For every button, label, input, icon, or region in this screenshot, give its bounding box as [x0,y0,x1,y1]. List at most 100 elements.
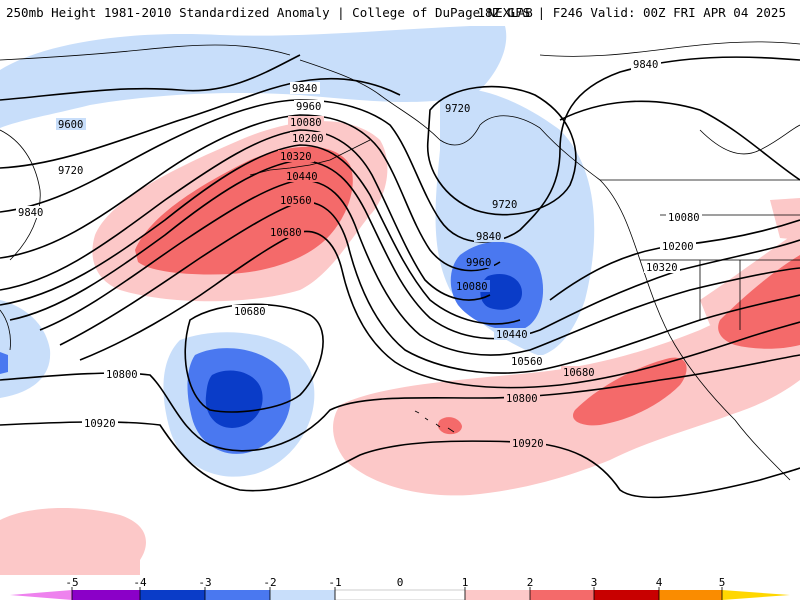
neg2-anomaly-west [0,352,8,374]
svg-text:10320: 10320 [646,262,678,274]
colorbar-tick-label: 4 [656,576,663,589]
hawaii-islands [414,410,455,433]
contour-label: 10680 [268,226,304,239]
contour-label: 9960 [464,256,494,269]
model-run-info: 18Z GFS | F246 Valid: 00Z FRI APR 04 202… [477,5,786,20]
kamchatka-coast [0,129,41,261]
colorbar-tick-label: 3 [591,576,598,589]
contour-label: 9840 [16,206,46,219]
svg-text:9960: 9960 [466,257,491,269]
svg-text:10080: 10080 [668,212,700,224]
contour-label: 10320 [278,150,314,163]
map-title: 250mb Height 1981-2010 Standardized Anom… [6,5,533,20]
coastlines [0,41,800,481]
svg-text:10560: 10560 [280,195,312,207]
pos2-anomaly-subtropical [572,357,687,426]
contour-9720-low [426,85,577,216]
anomaly-colorbar: -5 -4 -3 -2 -1 0 1 2 3 4 5 [0,575,800,601]
svg-text:9840: 9840 [292,83,317,95]
colorbar-segment-plus1 [465,590,530,600]
colorbar-segment-plus3 [594,590,659,600]
contour-label: 10200 [290,132,326,145]
contour-10920 [0,421,800,499]
na-west-coast [539,127,791,481]
contour-label: 10080 [666,211,702,224]
svg-text:10800: 10800 [506,393,538,405]
colorbar-tick-label: -1 [328,576,341,589]
aleutian-chain [249,139,371,176]
colorbar-tick-label: 1 [462,576,469,589]
colorbar-segment-minus4 [72,590,140,600]
contour-label: 9720 [490,198,520,211]
contour-label: 10920 [82,417,118,430]
contour-label: 10680 [561,366,597,379]
svg-text:10920: 10920 [512,438,544,450]
contour-labels: 9600 9720 9840 9840 9960 10080 [16,58,702,450]
hudson-coast [699,124,800,155]
anomaly-map: 9600 9720 9840 9840 9960 10080 [0,26,800,575]
colorbar-segment-plus2 [530,590,594,600]
colorbar-segment-minus1 [270,590,335,600]
siberia-coast [0,44,291,61]
svg-text:9840: 9840 [633,59,658,71]
contour-label: 10920 [510,437,546,450]
pos-anomaly-area-ne [770,198,800,240]
contour-label: 10440 [494,328,530,341]
neg3-anomaly-central [205,370,263,428]
colorbar-segment-minus3 [140,590,205,600]
contour-label: 10440 [284,170,320,183]
svg-text:9600: 9600 [58,119,83,131]
svg-text:9720: 9720 [492,199,517,211]
colorbar-tick-label: 5 [719,576,726,589]
svg-text:10440: 10440 [496,329,528,341]
colorbar-ticks: -5 -4 -3 -2 -1 0 1 2 3 4 5 [65,576,725,589]
contour-label: 10800 [104,368,140,381]
colorbar-tick-label: 2 [527,576,534,589]
colorbar-segment-minus5 [10,590,72,600]
svg-text:9960: 9960 [296,101,321,113]
contour-10080 [0,100,800,301]
colorbar-tick-label: -5 [65,576,78,589]
colorbar-tick-label: 0 [397,576,404,589]
pos-anomaly-area-south [0,508,146,575]
neg3-anomaly-gulf [480,273,522,310]
contour-10440 [39,179,800,356]
svg-text:10680: 10680 [563,367,595,379]
neg-anomaly-area-west [0,300,51,398]
colorbar-tick-label: -4 [133,576,147,589]
header-bar: 250mb Height 1981-2010 Standardized Anom… [0,0,800,26]
svg-text:10560: 10560 [511,356,543,368]
contour-label: 10680 [232,305,268,318]
contour-label: 10200 [660,240,696,253]
contour-10680 [79,230,800,389]
svg-text:10080: 10080 [290,117,322,129]
contour-label: 9720 [443,102,473,115]
svg-text:10320: 10320 [280,151,312,163]
pos2-anomaly-hawaii [437,417,462,435]
height-contours [0,54,800,499]
contour-10320 [9,159,800,340]
contour-label: 9840 [474,230,504,243]
svg-text:10680: 10680 [234,306,266,318]
contour-label: 10560 [509,355,545,368]
svg-text:10920: 10920 [84,418,116,430]
svg-text:10800: 10800 [106,369,138,381]
svg-text:9840: 9840 [476,231,501,243]
contour-label: 9840 [631,58,661,71]
contour-9840 [0,56,800,243]
contour-label: 9720 [56,164,86,177]
japan-coast [0,309,11,351]
svg-text:10200: 10200 [292,133,324,145]
canada-north-coast [539,41,800,57]
contour-label: 10080 [454,280,490,293]
contour-9600 [0,54,301,101]
svg-text:10440: 10440 [286,171,318,183]
contour-label: 10320 [644,261,680,274]
svg-text:10080: 10080 [456,281,488,293]
colorbar-segment-minus2 [205,590,270,600]
colorbar-tick-label: -2 [263,576,276,589]
svg-text:9720: 9720 [445,103,470,115]
pos2-anomaly-sw [718,255,800,349]
contour-10560 [59,201,800,374]
svg-text:9840: 9840 [18,207,43,219]
